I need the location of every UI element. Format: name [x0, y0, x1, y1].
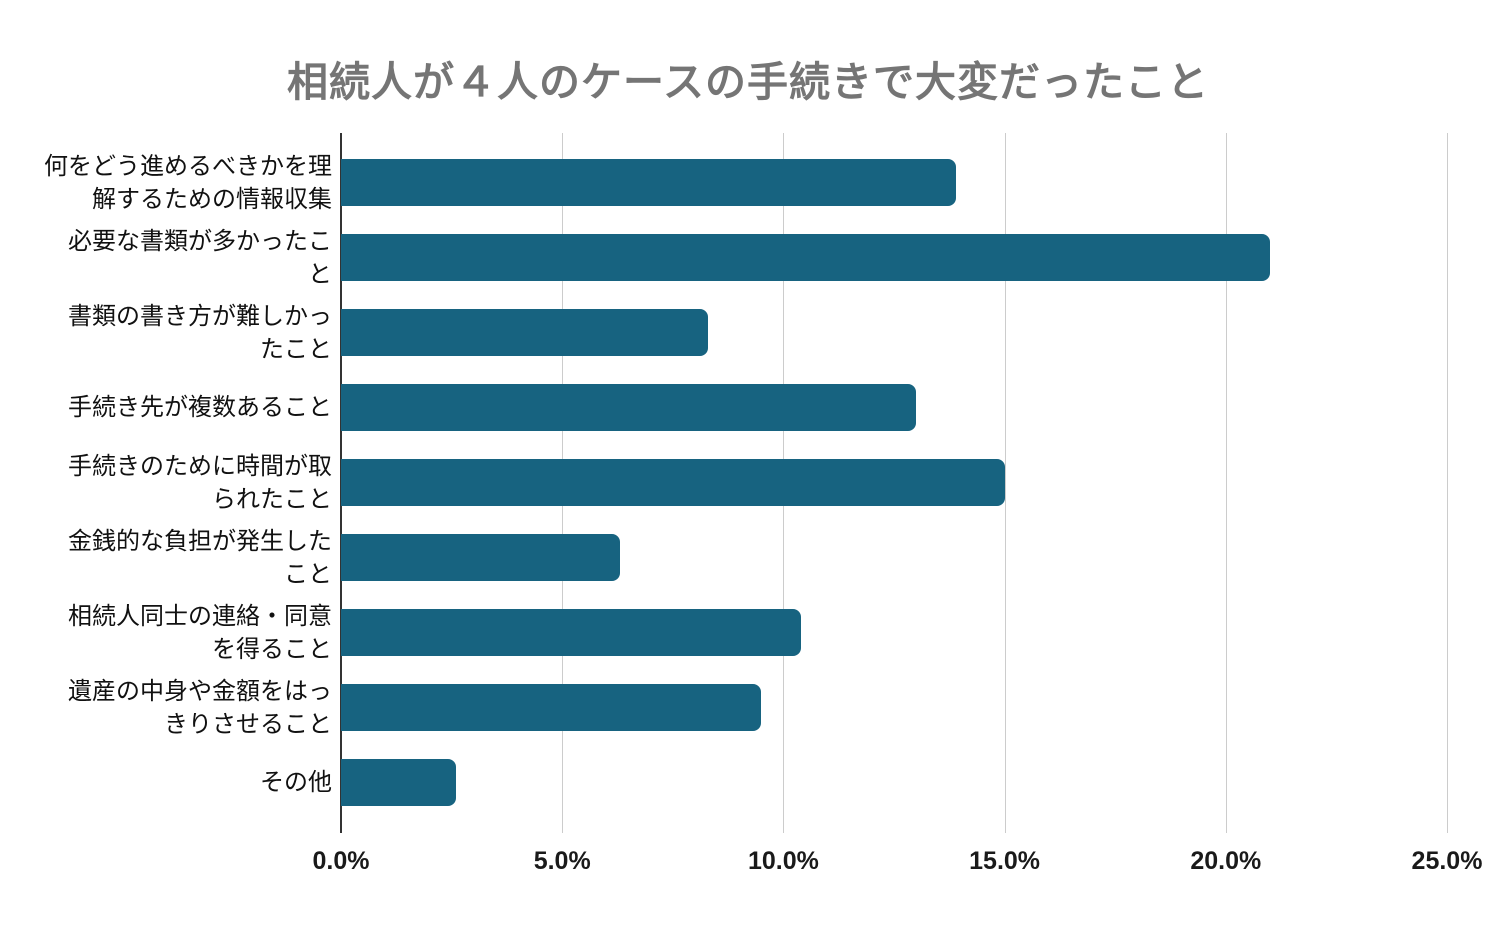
bar-row-6: [341, 520, 1447, 595]
gridline: [1004, 133, 1006, 833]
chart-title: 相続人が４人のケースの手続きで大変だったこと: [287, 59, 1209, 105]
bar-row-2: [341, 220, 1447, 295]
bar-7: [341, 609, 802, 656]
category-label-8: 遺産の中身や金額をはっ きりさせること: [68, 677, 332, 738]
bar-row-5: [341, 445, 1447, 520]
bar-5: [341, 459, 1005, 506]
x-tick-label-20.0%: 20.0%: [1190, 847, 1262, 875]
bar-1: [341, 159, 956, 206]
category-label-9: その他: [260, 769, 332, 796]
category-label-4: 手続き先が複数あること: [68, 394, 332, 421]
bar-9: [341, 759, 457, 806]
bar-row-9: [341, 745, 1447, 820]
category-label-7: 相続人同士の連絡・同意 を得ること: [68, 602, 332, 663]
category-label-2: 必要な書類が多かったこ と: [68, 227, 332, 288]
bar-2: [341, 234, 1271, 281]
bar-row-8: [341, 670, 1447, 745]
gridline: [1225, 133, 1227, 833]
plot-area: [340, 133, 1448, 833]
bar-row-1: [341, 145, 1447, 220]
category-axis-labels: 何をどう進めるべきかを理 解するための情報収集必要な書類が多かったこ と書類の書…: [0, 145, 332, 820]
bar-row-3: [341, 295, 1447, 370]
category-label-3: 書類の書き方が難しかっ たこと: [68, 302, 332, 363]
bar-6: [341, 534, 620, 581]
bar-row-7: [341, 595, 1447, 670]
x-tick-label-0.0%: 0.0%: [312, 847, 370, 875]
category-label-5: 手続きのために時間が取 られたこと: [68, 452, 332, 513]
x-tick-label-5.0%: 5.0%: [533, 847, 591, 875]
bar-row-4: [341, 370, 1447, 445]
x-tick-label-15.0%: 15.0%: [969, 847, 1041, 875]
category-label-1: 何をどう進めるべきかを理 解するための情報収集: [44, 152, 332, 213]
gridline: [1447, 133, 1448, 833]
x-tick-label-25.0%: 25.0%: [1411, 847, 1483, 875]
x-tick-label-10.0%: 10.0%: [747, 847, 819, 875]
bar-8: [341, 684, 762, 731]
category-label-6: 金銭的な負担が発生した こと: [68, 527, 332, 588]
bar-3: [341, 309, 709, 356]
bar-4: [341, 384, 917, 431]
